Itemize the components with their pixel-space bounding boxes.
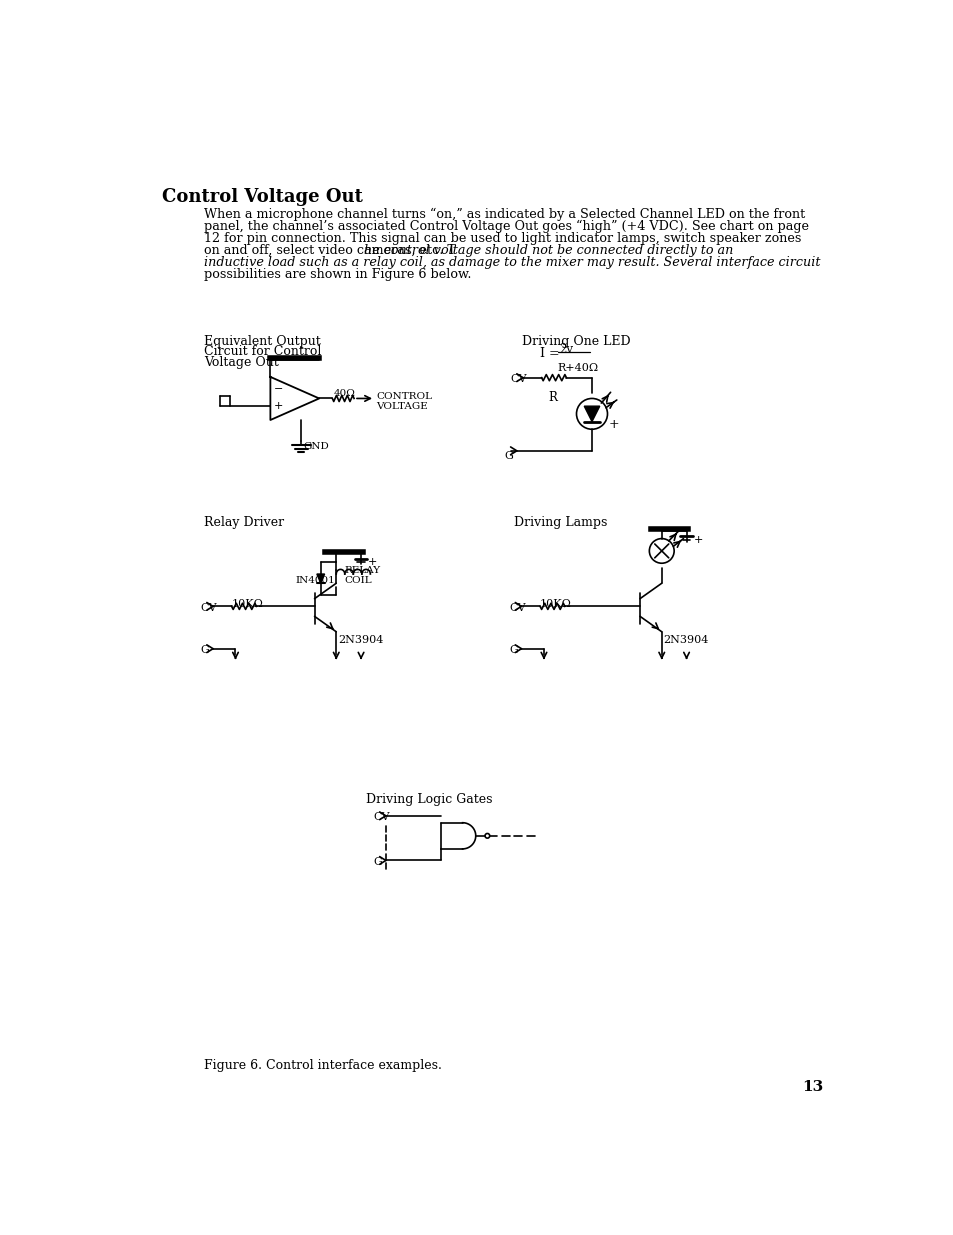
Text: +: +	[608, 417, 619, 431]
Text: CV: CV	[373, 811, 390, 823]
Text: +: +	[693, 535, 702, 545]
Text: on and off, select video cameras, etc. T: on and off, select video cameras, etc. T	[204, 245, 456, 257]
Text: Driving Lamps: Driving Lamps	[514, 516, 607, 530]
Text: 10KΩ: 10KΩ	[539, 599, 572, 609]
Text: CV: CV	[509, 603, 525, 613]
Text: panel, the channel’s associated Control Voltage Out goes “high” (+4 VDC). See ch: panel, the channel’s associated Control …	[204, 220, 809, 233]
Text: Relay Driver: Relay Driver	[204, 516, 284, 530]
Text: 12 for pin connection. This signal can be used to light indicator lamps, switch : 12 for pin connection. This signal can b…	[204, 232, 801, 245]
Text: G: G	[200, 645, 210, 655]
Text: 40Ω: 40Ω	[334, 389, 355, 398]
Text: +: +	[368, 557, 377, 567]
Text: G: G	[504, 451, 513, 461]
Text: IN4001: IN4001	[295, 576, 335, 584]
Text: inductive load such as a relay coil, as damage to the mixer may result. Several : inductive load such as a relay coil, as …	[204, 256, 821, 269]
Text: he control voltage should not be connected directly to an: he control voltage should not be connect…	[364, 245, 733, 257]
Text: G: G	[373, 857, 382, 867]
Text: 2N3904: 2N3904	[337, 635, 383, 645]
Text: 2v: 2v	[558, 343, 573, 356]
Text: COIL: COIL	[344, 576, 372, 584]
Text: possibilities are shown in Figure 6 below.: possibilities are shown in Figure 6 belo…	[204, 268, 472, 280]
Text: Voltage Out: Voltage Out	[204, 356, 279, 369]
Text: Figure 6. Control interface examples.: Figure 6. Control interface examples.	[204, 1060, 442, 1072]
Text: Driving Logic Gates: Driving Logic Gates	[365, 793, 492, 806]
Text: Equivalent Output: Equivalent Output	[204, 335, 321, 347]
Text: When a microphone channel turns “on,” as indicated by a Selected Channel LED on : When a microphone channel turns “on,” as…	[204, 209, 805, 221]
Text: G: G	[509, 645, 517, 655]
Polygon shape	[316, 574, 324, 583]
Text: R: R	[548, 390, 557, 404]
Text: 2N3904: 2N3904	[662, 635, 708, 645]
Text: +: +	[274, 401, 283, 411]
Text: CONTROL: CONTROL	[376, 393, 432, 401]
Polygon shape	[583, 406, 599, 421]
Text: Control Voltage Out: Control Voltage Out	[162, 188, 362, 206]
Text: CV: CV	[510, 374, 527, 384]
Text: 10KΩ: 10KΩ	[232, 599, 263, 609]
Text: CV: CV	[200, 603, 217, 613]
Text: GND: GND	[303, 442, 329, 451]
Text: VOLTAGE: VOLTAGE	[376, 401, 428, 410]
Text: RELAY: RELAY	[344, 567, 379, 576]
Text: I =: I =	[539, 347, 559, 359]
Text: −: −	[274, 384, 283, 394]
Text: Circuit for Control: Circuit for Control	[204, 346, 321, 358]
Polygon shape	[270, 377, 319, 420]
Text: 13: 13	[801, 1079, 822, 1094]
Text: Driving One LED: Driving One LED	[521, 335, 630, 347]
Text: R+40Ω: R+40Ω	[558, 363, 598, 373]
